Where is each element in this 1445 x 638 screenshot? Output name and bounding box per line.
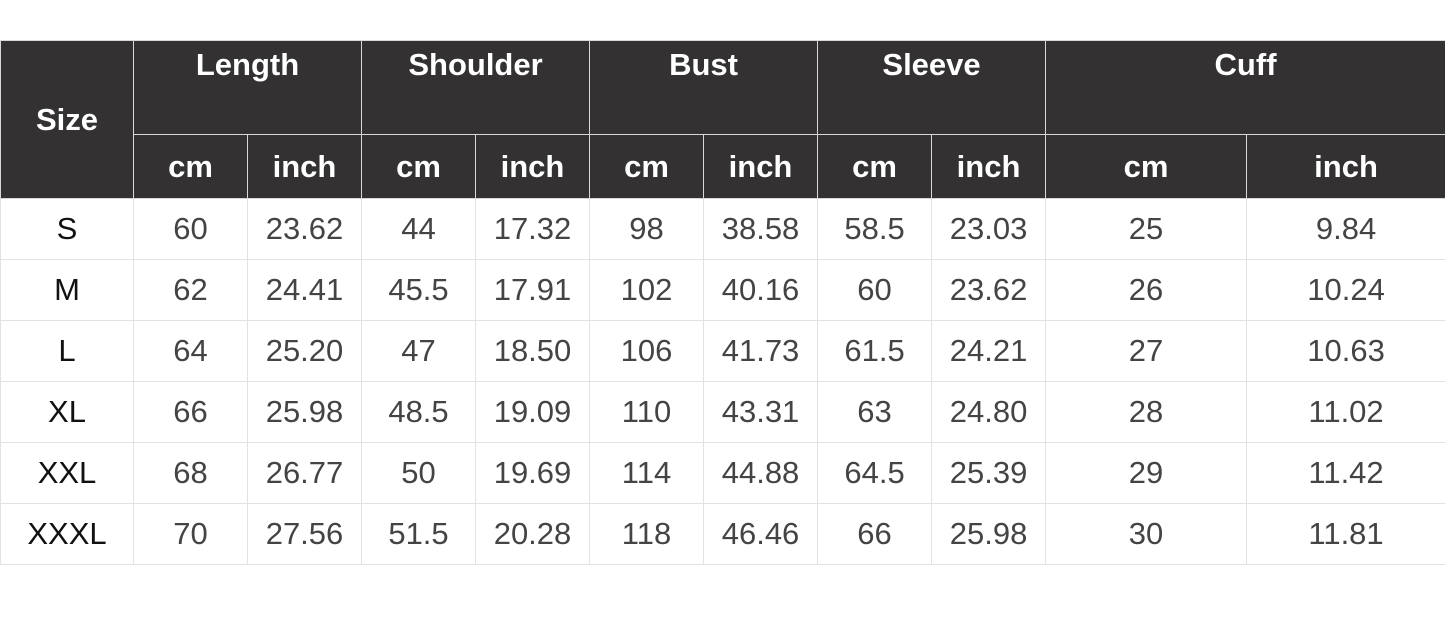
size-cell: L xyxy=(0,320,134,382)
measurement-cell: 43.31 xyxy=(702,381,819,443)
measurement-cell: 44 xyxy=(361,198,476,260)
measurement-cell: 25.20 xyxy=(247,320,362,382)
measurement-cell: 46.46 xyxy=(702,503,819,565)
measurement-cell: 106 xyxy=(589,320,704,382)
size-chart-table: Size Length Shoulder Bust Sleeve Cuff cm inch… xyxy=(0,40,1445,565)
measurement-cell: 58.5 xyxy=(817,198,933,260)
measurement-cell: 60 xyxy=(817,259,933,321)
measurement-cell: 11.81 xyxy=(1246,503,1445,565)
measurement-cell: 27 xyxy=(1045,320,1248,382)
size-cell: S xyxy=(0,198,134,260)
measurement-cell: 29 xyxy=(1045,442,1248,504)
measurement-cell: 102 xyxy=(589,259,704,321)
column-group-cuff: Cuff xyxy=(1045,40,1445,135)
measurement-cell: 19.09 xyxy=(475,381,590,443)
column-group-shoulder: Shoulder xyxy=(361,40,590,135)
measurement-cell: 17.91 xyxy=(475,259,590,321)
measurement-cell: 26 xyxy=(1045,259,1248,321)
measurement-cell: 60 xyxy=(133,198,248,260)
measurement-cell: 61.5 xyxy=(817,320,933,382)
measurement-cell: 19.69 xyxy=(475,442,590,504)
measurement-cell: 51.5 xyxy=(361,503,476,565)
measurement-cell: 98 xyxy=(589,198,704,260)
measurement-cell: 27.56 xyxy=(247,503,362,565)
size-cell: XL xyxy=(0,381,134,443)
size-cell: XXXL xyxy=(0,503,134,565)
table-row: M 62 24.41 45.5 17.91 102 40.16 60 23.62 26 10.24 xyxy=(0,259,1445,321)
measurement-cell: 40.16 xyxy=(702,259,819,321)
measurement-cell: 41.73 xyxy=(702,320,819,382)
measurement-cell: 23.03 xyxy=(931,198,1047,260)
measurement-cell: 45.5 xyxy=(361,259,476,321)
measurement-cell: 10.24 xyxy=(1246,259,1445,321)
measurement-cell: 18.50 xyxy=(475,320,590,382)
measurement-cell: 26.77 xyxy=(247,442,362,504)
unit-header-cm: cm xyxy=(1045,134,1248,199)
measurement-cell: 24.41 xyxy=(247,259,362,321)
measurement-cell: 62 xyxy=(133,259,248,321)
measurement-cell: 25.98 xyxy=(247,381,362,443)
table-row: XL 66 25.98 48.5 19.09 110 43.31 63 24.80 28 11.02 xyxy=(0,381,1445,443)
measurement-cell: 28 xyxy=(1045,381,1248,443)
measurement-cell: 11.42 xyxy=(1246,442,1445,504)
measurement-cell: 64 xyxy=(133,320,248,382)
measurement-cell: 68 xyxy=(133,442,248,504)
measurement-cell: 38.58 xyxy=(702,198,819,260)
size-cell: M xyxy=(0,259,134,321)
table-row: XXXL 70 27.56 51.5 20.28 118 46.46 66 25.98 30 11.… xyxy=(0,503,1445,565)
column-group-bust: Bust xyxy=(588,40,819,135)
unit-header-inch: inch xyxy=(931,134,1047,199)
size-cell: XXL xyxy=(0,442,134,504)
measurement-cell: 24.80 xyxy=(931,381,1047,443)
measurement-cell: 66 xyxy=(817,503,933,565)
measurement-cell: 24.21 xyxy=(931,320,1047,382)
unit-header-cm: cm xyxy=(589,134,704,199)
measurement-cell: 114 xyxy=(589,442,704,504)
measurement-cell: 10.63 xyxy=(1246,320,1445,382)
measurement-cell: 9.84 xyxy=(1246,198,1445,260)
measurement-cell: 110 xyxy=(589,381,704,443)
unit-header-cm: cm xyxy=(817,134,933,199)
measurement-cell: 25.98 xyxy=(931,503,1047,565)
measurement-cell: 23.62 xyxy=(931,259,1047,321)
measurement-cell: 66 xyxy=(133,381,248,443)
column-group-length: Length xyxy=(133,40,362,135)
measurement-cell: 11.02 xyxy=(1246,381,1445,443)
measurement-cell: 63 xyxy=(817,381,933,443)
measurement-cell: 17.32 xyxy=(475,198,590,260)
measurement-cell: 44.88 xyxy=(702,442,819,504)
measurement-cell: 25.39 xyxy=(931,442,1047,504)
measurement-cell: 30 xyxy=(1045,503,1248,565)
size-header: Size xyxy=(0,40,134,199)
unit-header-inch: inch xyxy=(702,134,819,199)
unit-header-cm: cm xyxy=(361,134,476,199)
measurement-cell: 118 xyxy=(589,503,704,565)
unit-header-inch: inch xyxy=(475,134,590,199)
table-row: S 60 23.62 44 17.32 98 38.58 58.5 23.03 25 9.84 xyxy=(0,198,1445,260)
measurement-cell: 23.62 xyxy=(247,198,362,260)
measurement-cell: 48.5 xyxy=(361,381,476,443)
unit-header-inch: inch xyxy=(1246,134,1445,199)
measurement-cell: 70 xyxy=(133,503,248,565)
measurement-cell: 25 xyxy=(1045,198,1248,260)
unit-header-cm: cm xyxy=(133,134,248,199)
measurement-cell: 50 xyxy=(361,442,476,504)
measurement-cell: 47 xyxy=(361,320,476,382)
measurement-cell: 64.5 xyxy=(817,442,933,504)
table-row: XXL 68 26.77 50 19.69 114 44.88 64.5 25.39 29 11.4… xyxy=(0,442,1445,504)
column-group-sleeve: Sleeve xyxy=(817,40,1047,135)
table-row: L 64 25.20 47 18.50 106 41.73 61.5 24.21 27 10.63 xyxy=(0,320,1445,382)
measurement-cell: 20.28 xyxy=(475,503,590,565)
unit-header-inch: inch xyxy=(247,134,362,199)
